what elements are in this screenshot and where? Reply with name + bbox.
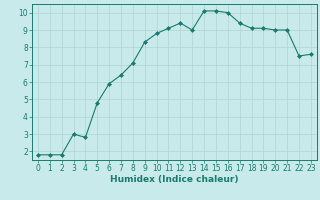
X-axis label: Humidex (Indice chaleur): Humidex (Indice chaleur)	[110, 175, 239, 184]
